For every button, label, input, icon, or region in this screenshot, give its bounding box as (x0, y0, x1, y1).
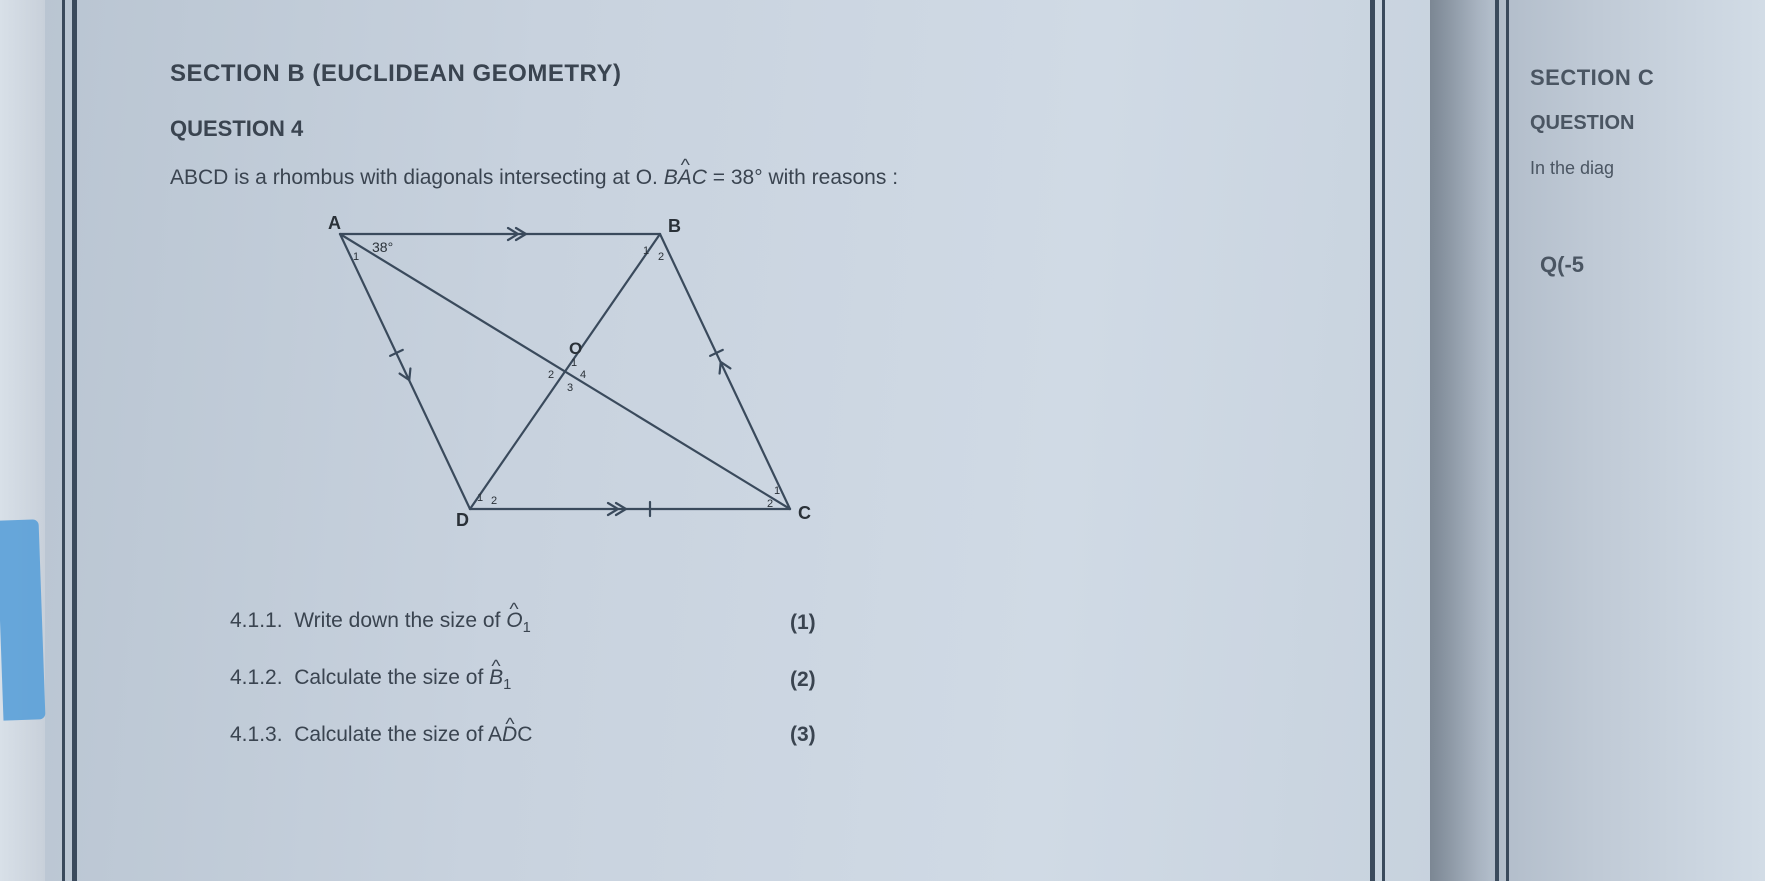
label-b: B (668, 216, 681, 236)
margin-rule (72, 0, 77, 881)
adc-a: A (488, 723, 502, 746)
o1: 1 (571, 357, 577, 369)
angle-right: C (692, 166, 707, 189)
question-title: QUESTION 4 (170, 116, 1430, 142)
label-o: O (569, 339, 582, 358)
o3: 3 (567, 382, 573, 394)
facing-page: SECTION C QUESTION In the diag Q(-5 (1430, 0, 1765, 881)
sq-sub: 1 (503, 677, 511, 693)
marks: (3) (790, 723, 816, 747)
c1: 1 (774, 485, 780, 497)
adc-hat: D (502, 723, 517, 747)
angle-hat: A (678, 166, 692, 189)
subquestion: 4.1.2. Calculate the size of B1 (2) (230, 666, 1430, 693)
sq-num: 4.1.2. (230, 666, 283, 689)
prompt-text: ABCD is a rhombus with diagonals interse… (170, 166, 664, 189)
prompt-value: = 38° with reasons : (713, 166, 898, 189)
sq-pre: Calculate the size of (294, 666, 489, 689)
right-prompt-fragment: In the diag (1530, 158, 1614, 179)
subquestion-text: 4.1.2. Calculate the size of B1 (230, 666, 790, 693)
margin-rule (1495, 0, 1499, 881)
sq-symbol: B (489, 666, 503, 690)
d1: 1 (477, 492, 483, 504)
c2: 2 (767, 498, 773, 510)
label-a: A (328, 213, 341, 233)
margin-rule (1506, 0, 1509, 881)
subquestion-text: 4.1.1. Write down the size of O1 (230, 609, 790, 636)
right-question-title: QUESTION (1530, 112, 1634, 135)
o4: 4 (580, 369, 586, 381)
rhombus-diagram: A B C D O 38° 1 1 2 1 2 1 2 1 2 3 4 (280, 204, 1430, 549)
o2: 2 (548, 369, 554, 381)
a1: 1 (353, 251, 359, 263)
margin-rule (1370, 0, 1375, 881)
margin-rule (1382, 0, 1385, 881)
sq-pre: Write down the size of (294, 609, 500, 632)
marks: (2) (790, 668, 816, 692)
right-coord-fragment: Q(-5 (1540, 252, 1584, 278)
angle-left: B (664, 166, 678, 189)
angle-value: 38° (372, 239, 393, 255)
sq-symbol: O (506, 609, 522, 633)
marks: (1) (790, 611, 816, 635)
section-title: SECTION B (EUCLIDEAN GEOMETRY) (170, 60, 1430, 88)
subquestion: 4.1.1. Write down the size of O1 (1) (230, 609, 1430, 636)
main-page: SECTION B (EUCLIDEAN GEOMETRY) QUESTION … (0, 0, 1430, 881)
sq-sub: 1 (523, 620, 531, 636)
question-prompt: ABCD is a rhombus with diagonals interse… (170, 166, 1430, 190)
label-c: C (798, 503, 811, 523)
b1: 1 (643, 245, 649, 257)
subquestion-list: 4.1.1. Write down the size of O1 (1) 4.1… (230, 609, 1430, 747)
sq-pre: Calculate the size of (294, 723, 488, 746)
subquestion-text: 4.1.3. Calculate the size of ADC (230, 723, 790, 747)
b2: 2 (658, 251, 664, 263)
sq-num: 4.1.3. (230, 723, 283, 746)
right-section-title: SECTION C (1530, 65, 1654, 91)
sq-num: 4.1.1. (230, 609, 283, 632)
adc-c: C (517, 723, 532, 746)
margin-rule (62, 0, 65, 881)
label-d: D (456, 510, 469, 530)
page-fold-shadow (1430, 0, 1490, 881)
d2: 2 (491, 495, 497, 507)
subquestion: 4.1.3. Calculate the size of ADC (3) (230, 723, 1430, 747)
